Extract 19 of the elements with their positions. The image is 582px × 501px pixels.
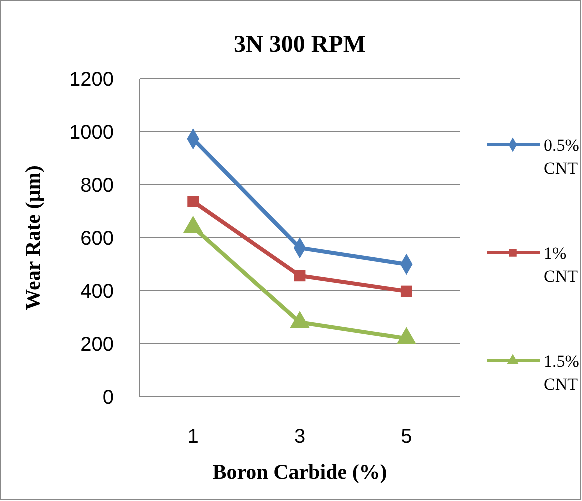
y-tick-label: 0 bbox=[102, 387, 114, 409]
legend-label: 0.5% CNT bbox=[544, 136, 580, 178]
x-tick-label: 5 bbox=[401, 426, 412, 448]
point bbox=[400, 286, 412, 298]
legend-label: 1% CNT bbox=[544, 244, 579, 286]
y-tick-label: 800 bbox=[80, 175, 114, 197]
point bbox=[294, 270, 306, 282]
y-axis-title: Wear Rate (µm) bbox=[21, 166, 45, 310]
y-tick-label: 600 bbox=[80, 228, 114, 250]
y-tick-label: 200 bbox=[80, 334, 114, 356]
y-tick-label: 1000 bbox=[70, 122, 114, 144]
y-tick-label: 1200 bbox=[70, 69, 114, 91]
point bbox=[188, 196, 200, 208]
chart-title: 3N 300 RPM bbox=[234, 32, 366, 58]
y-tick-label: 400 bbox=[80, 281, 114, 303]
x-axis-title: Boron Carbide (%) bbox=[212, 460, 388, 484]
x-tick-label: 1 bbox=[188, 426, 199, 448]
legend-label: 1.5% CNT bbox=[544, 352, 580, 394]
x-tick-label: 3 bbox=[294, 426, 306, 448]
